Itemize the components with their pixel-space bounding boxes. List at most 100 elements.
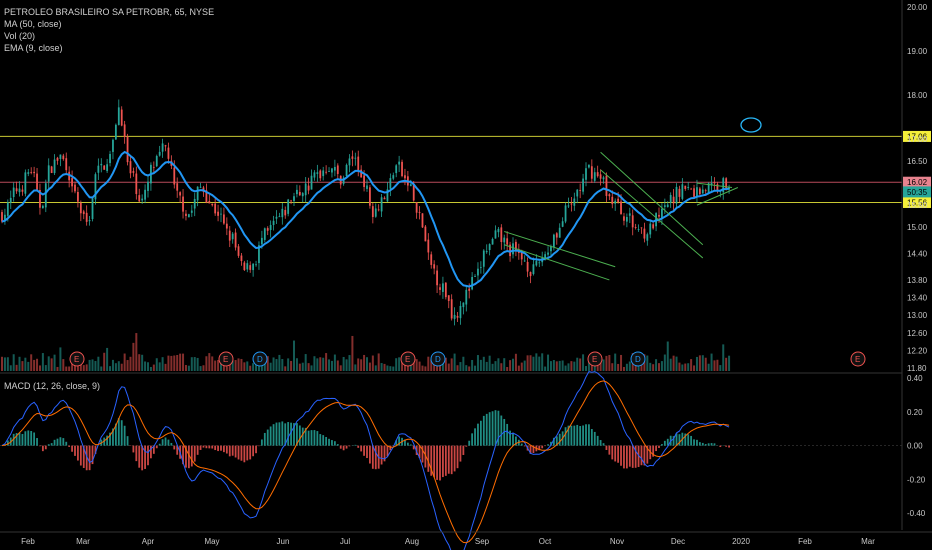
volume-bar <box>155 358 158 371</box>
candle-body <box>661 208 663 219</box>
candle-body <box>415 202 418 213</box>
macd-histogram-bar <box>106 435 109 446</box>
candle-body <box>401 161 403 177</box>
macd-histogram-bar <box>164 437 167 446</box>
candle-body <box>199 186 202 188</box>
y-tick-label: 13.80 <box>907 276 928 285</box>
macd-histogram-bar <box>258 445 260 447</box>
macd-histogram-bar <box>15 433 18 446</box>
macd-histogram-bar <box>126 436 129 446</box>
candle-body <box>357 156 360 171</box>
volume-bar <box>424 366 427 371</box>
candle-body <box>447 295 450 301</box>
macd-histogram-bar <box>576 424 579 446</box>
candle-body <box>4 214 6 221</box>
macd-histogram-bar <box>313 430 316 446</box>
candle-body <box>319 170 322 179</box>
macd-histogram-bar <box>21 433 24 446</box>
candle-body <box>421 213 424 228</box>
volume-bar <box>494 361 497 371</box>
volume-bar <box>585 366 587 371</box>
volume-bar <box>514 353 517 371</box>
volume-bar <box>660 361 663 371</box>
volume-bar <box>535 353 538 371</box>
volume-bar <box>684 363 687 371</box>
macd-histogram-bar <box>296 423 298 446</box>
macd-title[interactable]: MACD (12, 26, close, 9) <box>4 381 101 391</box>
macd-histogram-bar <box>485 413 488 446</box>
macd-histogram-bar <box>494 410 497 446</box>
volume-bar <box>555 361 558 371</box>
macd-histogram-bar <box>202 445 205 448</box>
candle-body <box>482 250 485 267</box>
macd-histogram-bar <box>234 445 237 458</box>
chart-title: PETROLEO BRASILEIRO SA PETROBR, 65, NYSE <box>4 7 215 17</box>
volume-bar <box>123 353 126 371</box>
candle-body <box>707 183 710 194</box>
macd-histogram-bar <box>65 441 68 446</box>
volume-bar <box>36 358 39 371</box>
candle-body <box>602 177 605 180</box>
volume-bar <box>690 359 693 371</box>
volume-bar <box>482 356 485 371</box>
volume-bar <box>231 360 234 371</box>
candle-body <box>590 166 593 179</box>
volume-bar <box>290 360 293 371</box>
volume-bar <box>325 353 328 371</box>
candle-body <box>100 163 103 166</box>
candle-body <box>485 251 488 253</box>
macd-histogram-bar <box>532 445 535 454</box>
candle-body <box>442 283 444 292</box>
candle-body <box>465 289 468 305</box>
macd-histogram-bar <box>599 440 602 446</box>
volume-bar <box>558 360 561 371</box>
candle-body <box>68 171 71 181</box>
volume-bar <box>512 358 514 371</box>
indicator-vol[interactable]: Vol (20) <box>4 31 36 41</box>
macd-histogram-bar <box>328 438 330 446</box>
volume-bar <box>132 342 135 371</box>
macd-histogram-bar <box>74 445 76 456</box>
candle-body <box>713 182 716 184</box>
macd-histogram-bar <box>468 440 471 446</box>
candle-body <box>450 299 453 319</box>
volume-bar <box>284 366 287 371</box>
y-tick-label: 13.00 <box>907 311 928 320</box>
candle-body <box>240 255 243 262</box>
volume-bar <box>100 366 103 371</box>
macd-histogram-bar <box>144 445 146 469</box>
volume-bar <box>412 360 415 371</box>
macd-histogram-bar <box>436 445 438 480</box>
indicator-ma[interactable]: MA (50, close) <box>4 19 62 29</box>
macd-histogram-bar <box>456 445 459 469</box>
volume-bar <box>76 362 79 371</box>
volume-bar <box>345 359 348 371</box>
indicator-ema[interactable]: EMA (9, close) <box>4 43 63 53</box>
volume-bar <box>106 347 109 371</box>
candle-body <box>509 244 511 257</box>
candle-body <box>360 169 363 178</box>
candle-body <box>328 171 330 173</box>
y-tick-label: 18.00 <box>907 91 928 100</box>
candle-body <box>456 315 459 318</box>
volume-bar <box>693 365 696 371</box>
candle-body <box>380 197 383 212</box>
x-tick-label: Mar <box>861 537 875 546</box>
candle-body <box>605 175 608 196</box>
candle-body <box>278 216 281 218</box>
candle-body <box>567 205 570 207</box>
volume-bar <box>368 362 371 371</box>
macd-histogram-bar <box>588 424 590 446</box>
candle-body <box>506 238 509 245</box>
candle-body <box>132 171 135 173</box>
candle-body <box>436 270 438 286</box>
volume-bar <box>59 347 62 371</box>
volume-bar <box>91 359 94 371</box>
macd-histogram-bar <box>523 445 526 447</box>
macd-histogram-bar <box>439 445 441 481</box>
volume-bar <box>491 363 494 371</box>
macd-histogram-bar <box>47 444 50 446</box>
candle-body <box>497 228 500 233</box>
x-tick-label: Nov <box>610 537 624 546</box>
